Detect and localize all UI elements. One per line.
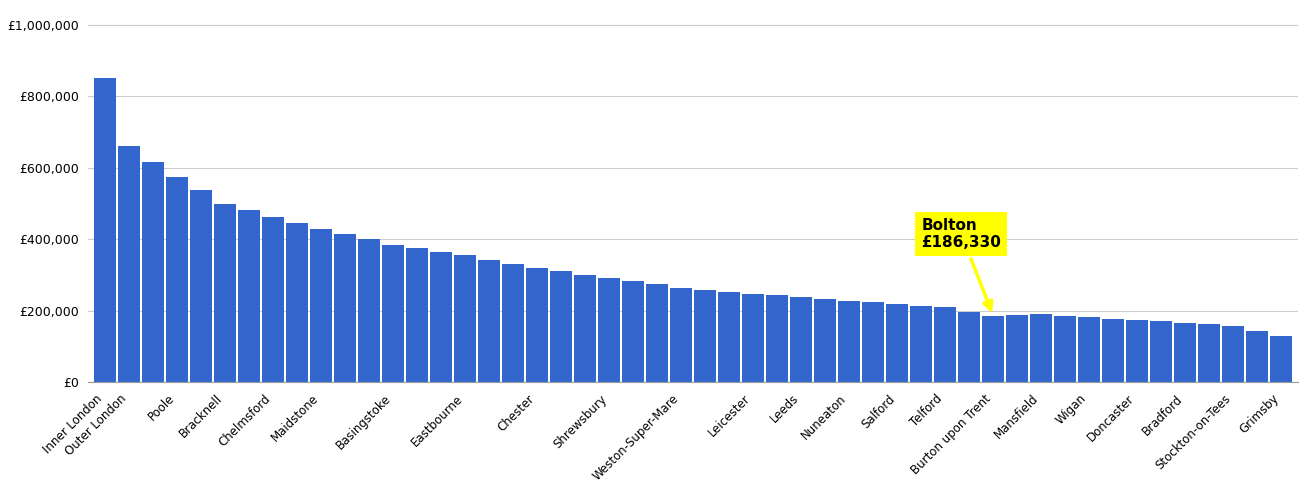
- Bar: [1031, 314, 1052, 382]
- Bar: [574, 274, 596, 382]
- Bar: [239, 210, 260, 382]
- Bar: [1126, 320, 1148, 382]
- Bar: [863, 302, 883, 382]
- Bar: [479, 260, 500, 382]
- Bar: [1271, 336, 1292, 382]
- Bar: [646, 284, 668, 382]
- Bar: [311, 229, 331, 382]
- Bar: [983, 316, 1004, 382]
- Bar: [814, 299, 837, 382]
- Bar: [286, 223, 308, 382]
- Bar: [1223, 326, 1244, 382]
- Bar: [1078, 318, 1100, 382]
- Bar: [551, 271, 572, 382]
- Bar: [94, 78, 116, 382]
- Bar: [1198, 324, 1220, 382]
- Bar: [454, 255, 476, 382]
- Bar: [1103, 318, 1124, 382]
- Bar: [791, 297, 812, 382]
- Bar: [958, 312, 980, 382]
- Bar: [1151, 321, 1172, 382]
- Bar: [1006, 315, 1028, 382]
- Bar: [934, 307, 957, 382]
- Bar: [599, 278, 620, 382]
- Bar: [359, 239, 380, 382]
- Bar: [838, 301, 860, 382]
- Bar: [886, 304, 908, 382]
- Bar: [382, 245, 405, 382]
- Bar: [1174, 323, 1197, 382]
- Bar: [119, 147, 140, 382]
- Text: Bolton
£186,330: Bolton £186,330: [921, 218, 1001, 310]
- Bar: [719, 292, 740, 382]
- Bar: [191, 190, 211, 382]
- Bar: [1246, 331, 1268, 382]
- Bar: [431, 252, 452, 382]
- Bar: [766, 295, 788, 382]
- Bar: [502, 264, 525, 382]
- Bar: [167, 177, 188, 382]
- Bar: [694, 290, 716, 382]
- Bar: [406, 248, 428, 382]
- Bar: [671, 288, 692, 382]
- Bar: [622, 281, 645, 382]
- Bar: [526, 268, 548, 382]
- Bar: [214, 204, 236, 382]
- Bar: [1054, 316, 1077, 382]
- Bar: [911, 306, 932, 382]
- Bar: [743, 294, 763, 382]
- Bar: [334, 234, 356, 382]
- Bar: [142, 162, 164, 382]
- Bar: [262, 217, 284, 382]
